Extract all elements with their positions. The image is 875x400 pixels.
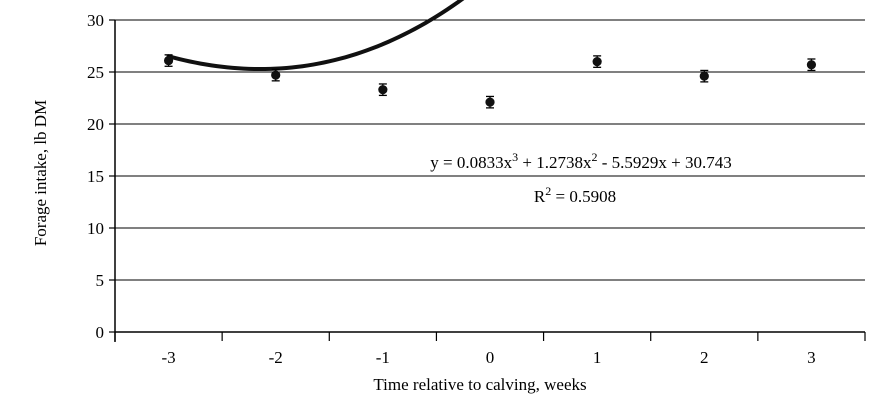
data-point — [378, 85, 388, 95]
x-tick-label: -3 — [161, 348, 175, 367]
y-tick-label: 20 — [87, 115, 104, 134]
x-tick-label: -2 — [269, 348, 283, 367]
data-point — [699, 71, 709, 81]
data-point — [592, 57, 602, 67]
y-tick-label: 0 — [96, 323, 105, 342]
r2-value: = 0.5908 — [551, 187, 616, 206]
y-tick-label: 15 — [87, 167, 104, 186]
x-tick-label: 2 — [700, 348, 709, 367]
x-tick-label: 1 — [593, 348, 602, 367]
equation-part-3: - 5.5929x + 30.743 — [597, 153, 731, 172]
data-point — [271, 70, 281, 80]
x-tick-label: 0 — [486, 348, 495, 367]
r2-exp: 2 — [545, 184, 551, 198]
tick-labels: 0 5 10 15 20 25 30 -3 -2 -1 0 1 2 3 — [87, 11, 816, 367]
r2-letter: R — [534, 187, 546, 206]
grid-lines — [115, 19, 865, 281]
data-point — [163, 55, 174, 66]
x-tick-label: 3 — [807, 348, 816, 367]
y-tick-label: 5 — [96, 271, 105, 290]
data-point — [806, 60, 817, 70]
equation-part-2: + 1.2738x — [518, 153, 592, 172]
data-points — [163, 54, 817, 109]
equation-exp-2: 2 — [591, 150, 597, 164]
equation-part-1: y = 0.0833x — [430, 153, 512, 172]
trendline — [166, 0, 465, 72]
trendline-curve — [166, 0, 465, 72]
x-axis-title: Time relative to calving, weeks — [373, 375, 586, 394]
y-tick-label: 30 — [87, 11, 104, 30]
axes — [109, 19, 866, 342]
y-axis-title: Forage intake, lb DM — [31, 100, 50, 246]
x-tick-label: -1 — [376, 348, 390, 367]
y-tick-label: 25 — [87, 63, 104, 82]
data-point — [485, 97, 495, 107]
trendline-equation: y = 0.0833x3 + 1.2738x2 - 5.5929x + 30.7… — [430, 150, 731, 172]
y-tick-label: 10 — [87, 219, 104, 238]
equation-exp-3: 3 — [512, 150, 518, 164]
r-squared: R2 = 0.5908 — [534, 184, 616, 206]
